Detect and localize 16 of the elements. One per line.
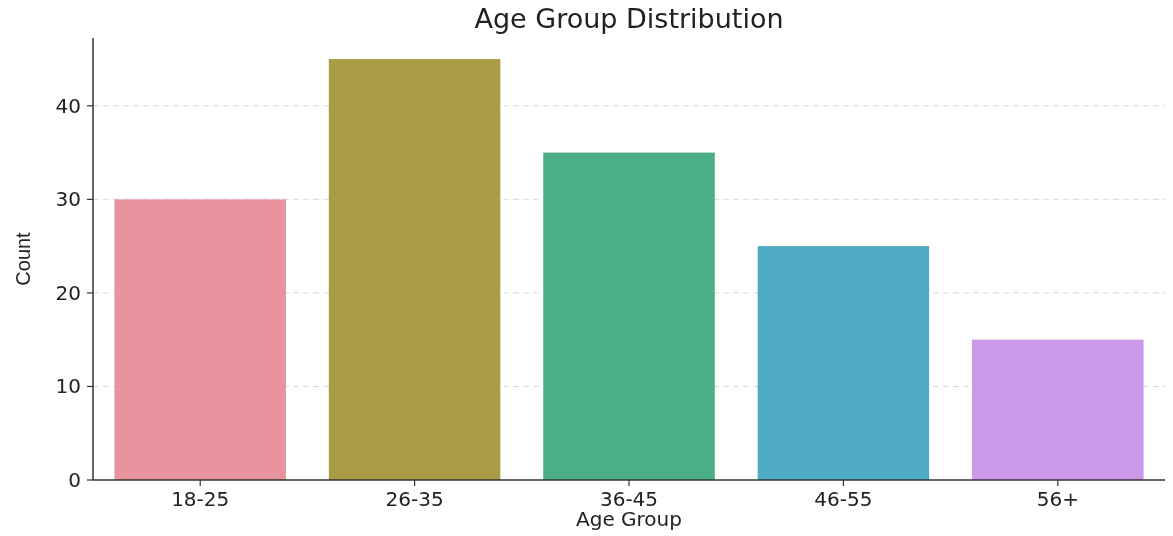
x-tick-label: 18-25 [171, 487, 230, 511]
y-tick-label: 20 [55, 280, 81, 305]
x-tick-label: 26-35 [385, 487, 444, 511]
x-tick-label: 56+ [1036, 487, 1079, 511]
y-tick-label: 0 [68, 468, 81, 492]
bar [543, 152, 715, 480]
bar [757, 246, 930, 480]
y-tick-label: 40 [55, 93, 81, 118]
y-tick-label: 30 [55, 187, 81, 212]
chart-title: Age Group Distribution [474, 3, 784, 34]
bar [972, 339, 1144, 480]
y-tick-label: 10 [55, 374, 81, 399]
y-axis-title: Count [12, 231, 34, 286]
bar [328, 59, 501, 480]
bar [114, 199, 286, 480]
x-tick-label: 46-55 [814, 487, 873, 511]
